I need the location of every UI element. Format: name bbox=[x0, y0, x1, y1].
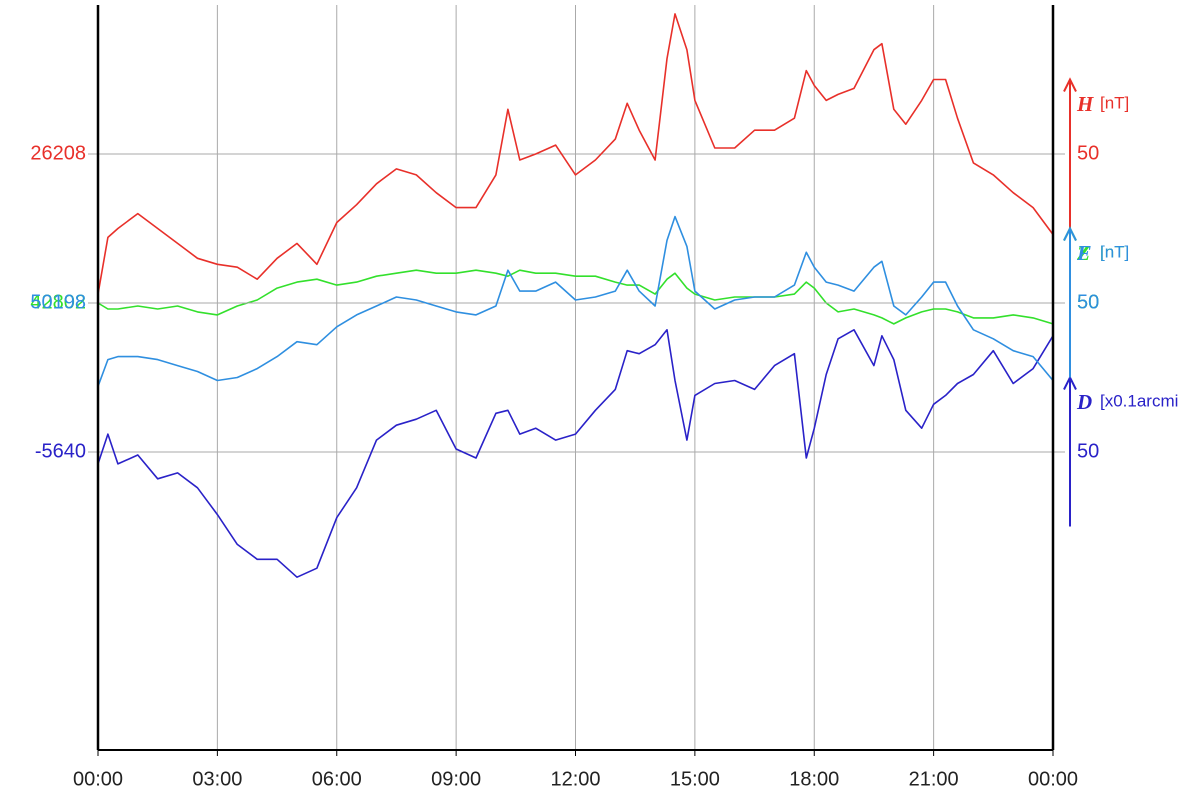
series-line bbox=[97, 215, 1054, 387]
x-tick-label: 12:00 bbox=[550, 768, 600, 790]
y-tick-label: 50198 bbox=[30, 291, 86, 313]
series-unit: [nT] bbox=[1100, 242, 1129, 261]
y-tick-label: 42802 bbox=[30, 291, 86, 313]
series-line bbox=[97, 13, 1054, 295]
x-tick-label: 06:00 bbox=[312, 768, 362, 790]
x-tick-label: 00:00 bbox=[73, 768, 123, 790]
x-tick-label: 09:00 bbox=[431, 768, 481, 790]
scale-label: 50 bbox=[1077, 291, 1099, 313]
scale-arrow-head bbox=[1063, 77, 1077, 92]
series-line bbox=[97, 329, 1054, 578]
series-name: F bbox=[1076, 241, 1091, 265]
series-unit: [nT] bbox=[1100, 242, 1129, 261]
x-tick-label: 15:00 bbox=[670, 768, 720, 790]
scale-label: 50 bbox=[1077, 142, 1099, 164]
series-unit: [x0.1arcmi bbox=[1100, 391, 1178, 410]
x-tick-label: 21:00 bbox=[909, 768, 959, 790]
x-tick-label: 00:00 bbox=[1028, 768, 1078, 790]
series-line bbox=[97, 269, 1054, 325]
series-name: D bbox=[1076, 390, 1092, 414]
x-tick-label: 03:00 bbox=[192, 768, 242, 790]
series-name: H bbox=[1076, 92, 1094, 116]
x-tick-label: 18:00 bbox=[789, 768, 839, 790]
series-unit: [nT] bbox=[1100, 93, 1129, 112]
y-tick-label: 26208 bbox=[30, 142, 86, 164]
y-tick-label: -5640 bbox=[35, 440, 86, 462]
series-name: Z bbox=[1076, 241, 1090, 265]
scale-label: 50 bbox=[1077, 440, 1099, 462]
scale-label: 50 bbox=[1077, 291, 1099, 313]
scale-arrow-head bbox=[1063, 226, 1077, 241]
